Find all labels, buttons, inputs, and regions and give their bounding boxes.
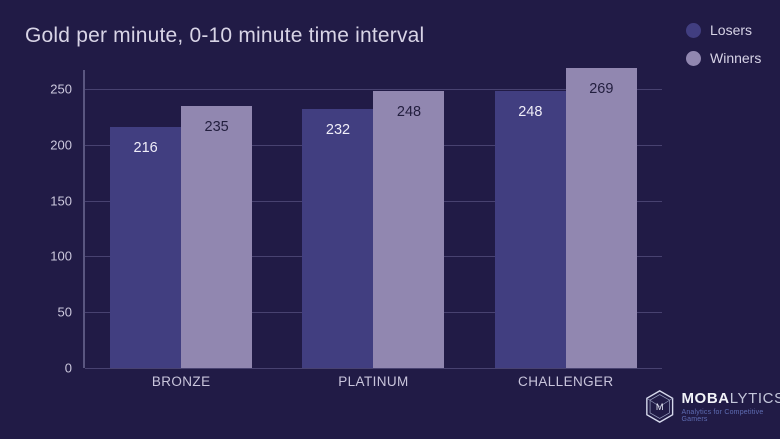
bar-losers-platinum: 232	[302, 109, 374, 368]
category-group-bronze: 216 235 BRONZE	[85, 70, 277, 389]
bar-value-label: 235	[204, 118, 229, 135]
x-axis-label-platinum: PLATINUM	[338, 374, 409, 389]
y-tick-label-0: 0	[64, 360, 72, 376]
bar-losers-bronze: 216	[110, 126, 182, 368]
mobalytics-shield-icon: M	[646, 390, 674, 423]
x-axis-label-bronze: BRONZE	[151, 374, 211, 389]
logo-text: MOBALYTICS Analytics for Competitive Gam…	[681, 389, 780, 423]
y-tick-label-250: 250	[50, 81, 72, 97]
category-group-challenger: 248 269 CHALLENGER	[470, 67, 662, 389]
bar-winners-platinum: 248	[373, 91, 445, 368]
bar-value-label: 248	[518, 104, 543, 121]
bar-winners-challenger: 269	[565, 67, 637, 368]
y-tick-label-50: 50	[57, 304, 72, 320]
legend-item-winners[interactable]: Winners	[686, 50, 761, 66]
x-axis-label-challenger: CHALLENGER	[518, 374, 614, 389]
gridline-0	[85, 368, 662, 369]
gridline-250	[85, 88, 662, 90]
plot-area: 0 50 100 150 200 250 216 235 BRONZE 232 248 PLATINU…	[50, 67, 662, 389]
bar-value-label: 232	[325, 122, 351, 139]
bar-value-label: 269	[589, 80, 614, 97]
bar-losers-challenger: 248	[494, 91, 566, 368]
y-tick-label-150: 150	[50, 193, 72, 209]
logo-wordmark: MOBALYTICS	[681, 389, 780, 407]
bar-pair: 248 269	[494, 67, 637, 368]
mobalytics-logo: M MOBALYTICS Analytics for Competitive G…	[645, 389, 780, 424]
bar-value-label: 216	[133, 139, 158, 156]
logo-tagline: Analytics for Competitive Gamers	[681, 408, 764, 423]
winners-swatch-icon	[686, 50, 701, 66]
legend-item-losers[interactable]: Losers	[686, 22, 761, 38]
bar-groups: 216 235 BRONZE 232 248 PLATINUM 248 269 CHALLENG…	[85, 67, 662, 389]
logo-wordmark-light: LYTICS	[729, 389, 780, 407]
legend: Losers Winners	[686, 22, 761, 78]
category-group-platinum: 232 248 PLATINUM	[277, 70, 469, 389]
legend-label-losers: Losers	[710, 22, 753, 38]
bar-pair: 232 248	[302, 70, 445, 368]
legend-label-winners: Winners	[710, 50, 762, 66]
y-tick-label-200: 200	[50, 137, 72, 153]
svg-text:M: M	[656, 402, 664, 412]
y-tick-label-100: 100	[50, 248, 72, 264]
bar-winners-bronze: 235	[181, 105, 253, 368]
bar-value-label: 248	[396, 104, 422, 121]
chart-title: Gold per minute, 0-10 minute time interv…	[25, 24, 425, 47]
logo-wordmark-bold: MOBA	[681, 389, 730, 407]
bar-pair: 216 235	[110, 70, 253, 368]
losers-swatch-icon	[686, 22, 701, 38]
